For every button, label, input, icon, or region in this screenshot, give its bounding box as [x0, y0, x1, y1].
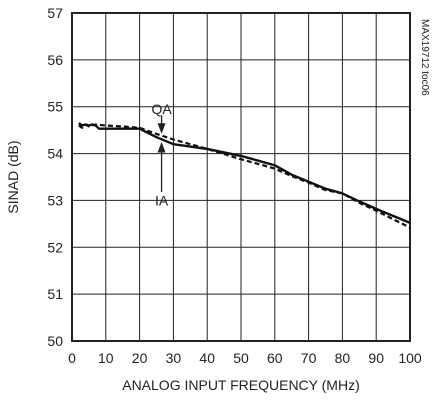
- annotations: QA IA: [151, 101, 172, 208]
- figure-code-label: MAX19712 toc06: [419, 19, 430, 96]
- x-tick-label: 20: [132, 350, 148, 366]
- arrowhead-qa-icon: [157, 123, 166, 134]
- x-axis-label: ANALOG INPUT FREQUENCY (MHz): [122, 377, 360, 393]
- y-tick-label: 55: [47, 99, 63, 115]
- y-tick-label: 52: [47, 239, 63, 255]
- x-tick-label: 0: [68, 350, 76, 366]
- y-tick-label: 50: [47, 333, 63, 349]
- x-tick-label: 70: [301, 350, 317, 366]
- y-tick-label: 51: [47, 286, 63, 302]
- x-tick-label: 40: [199, 350, 215, 366]
- x-tick-labels: 0 10 20 30 40 50 60 70 80 90 100: [68, 350, 422, 366]
- series-line-qa: [78, 123, 411, 229]
- arrowhead-ia-icon: [157, 141, 166, 153]
- y-tick-label: 54: [47, 146, 63, 162]
- grid-lines: [71, 12, 411, 342]
- plot-frame: [71, 12, 411, 342]
- y-tick-label: 56: [47, 52, 63, 68]
- x-tick-label: 10: [98, 350, 114, 366]
- y-tick-label: 53: [47, 192, 63, 208]
- x-tick-label: 90: [368, 350, 384, 366]
- x-tick-label: 30: [166, 350, 182, 366]
- x-tick-label: 80: [335, 350, 351, 366]
- y-tick-labels: 50 51 52 53 54 55 56 57: [47, 5, 63, 349]
- y-axis-label: SINAD (dB): [5, 140, 21, 213]
- y-tick-label: 57: [47, 5, 63, 21]
- x-tick-label: 100: [398, 350, 422, 366]
- series-lines: [78, 122, 411, 229]
- x-tick-label: 50: [233, 350, 249, 366]
- x-tick-label: 60: [267, 350, 283, 366]
- annotation-ia: IA: [155, 192, 169, 208]
- series-line-ia: [78, 122, 411, 225]
- annotation-qa: QA: [151, 101, 172, 117]
